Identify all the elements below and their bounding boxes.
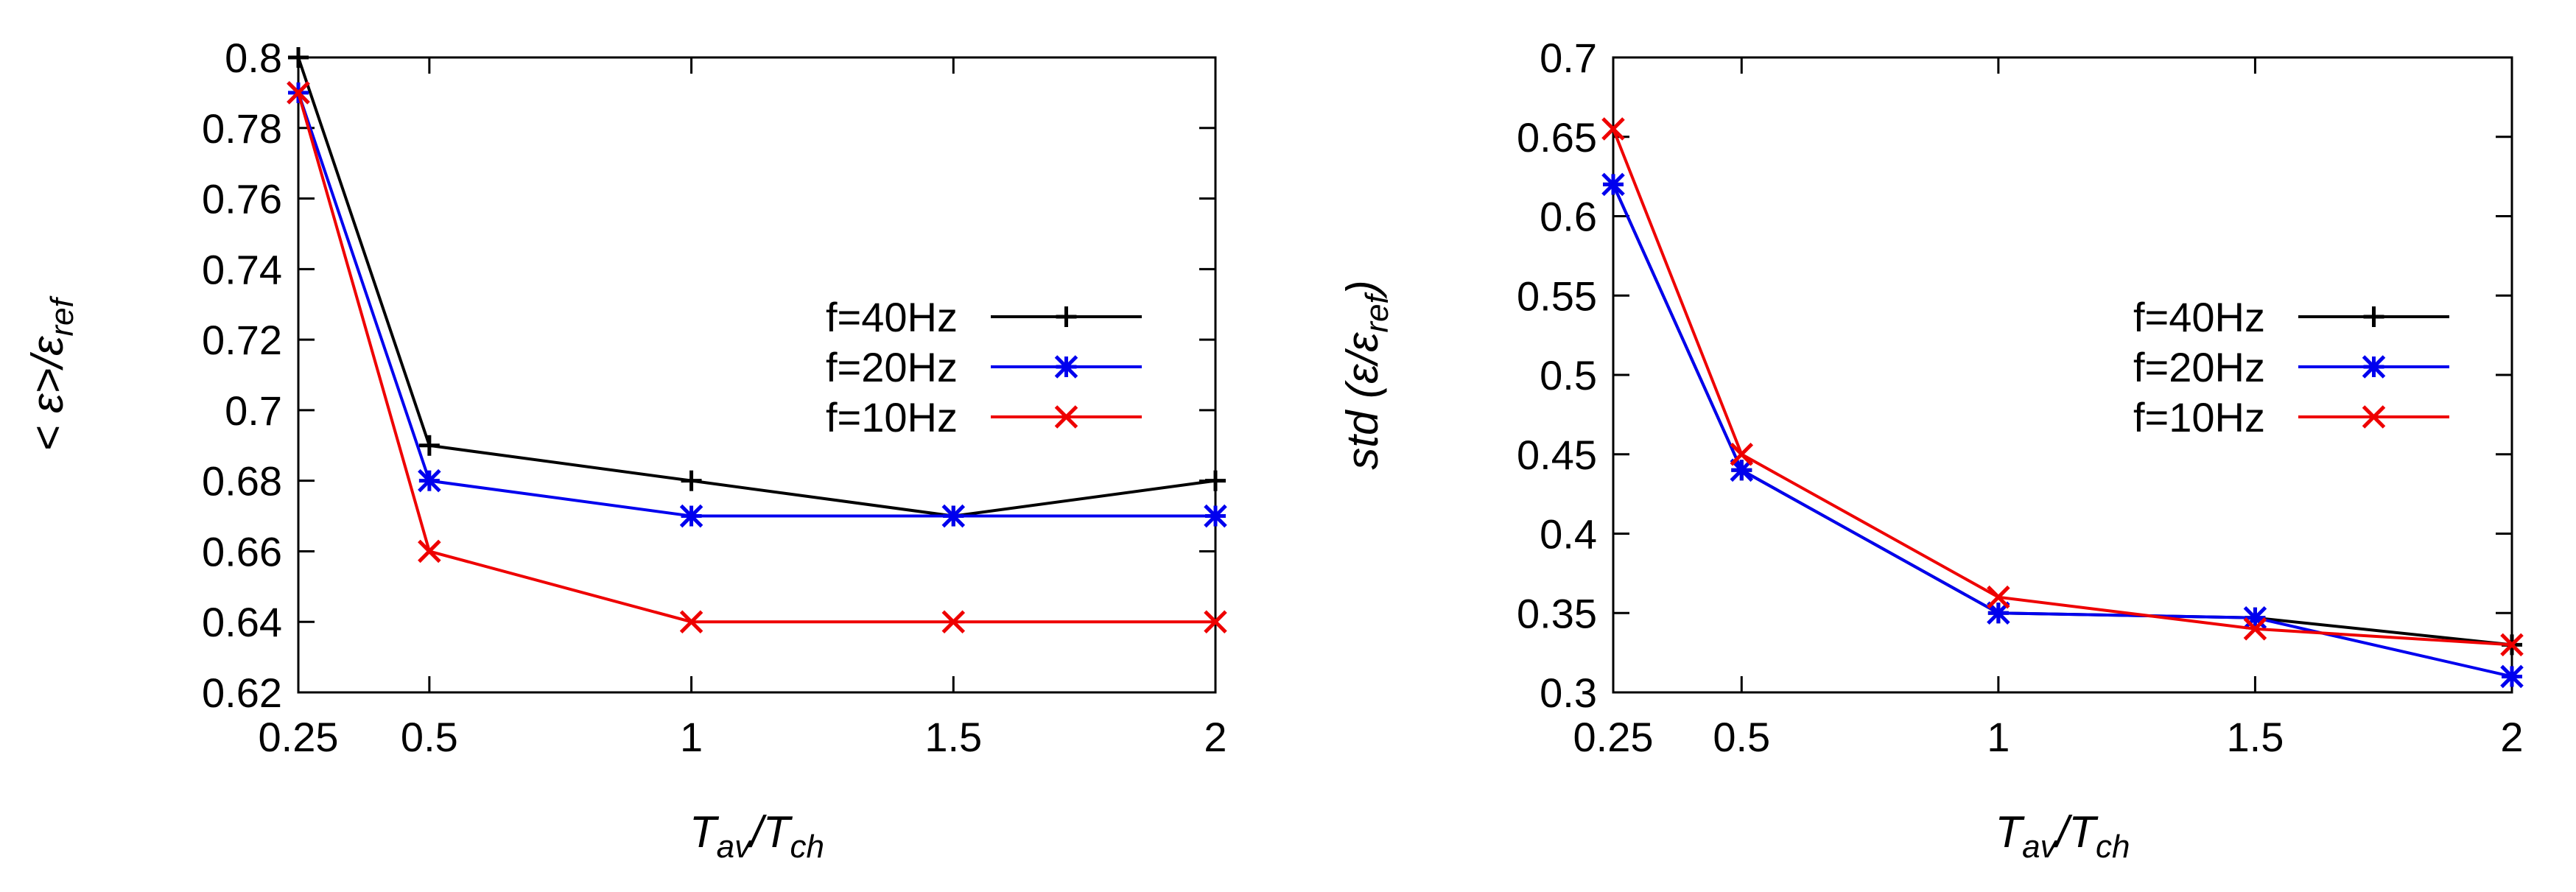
legend-label: f=40Hz: [826, 294, 958, 340]
legend-marker: [2363, 306, 2384, 327]
y-tick-label: 0.72: [202, 317, 282, 363]
x-tick-label: 0.25: [259, 714, 339, 760]
data-point-f=10Hz: [679, 610, 703, 633]
y-tick-label: 0.8: [225, 35, 282, 81]
y-tick-label: 0.78: [202, 105, 282, 152]
x-tick-label: 1.5: [924, 714, 982, 760]
data-point-f=10Hz: [1987, 585, 2010, 609]
legend-label: f=10Hz: [826, 394, 958, 440]
plot-frame: [1612, 56, 2513, 694]
y-tick-label: 0.7: [225, 387, 282, 434]
x-tick-label: 0.5: [401, 714, 458, 760]
data-point-f=40Hz: [1205, 470, 1226, 491]
data-point-f=10Hz: [941, 610, 966, 633]
legend-label: f=20Hz: [2133, 344, 2265, 390]
legend-label: f=10Hz: [2133, 394, 2265, 440]
data-point-f=10Hz: [418, 539, 441, 563]
y-tick-label: 0.76: [202, 176, 282, 222]
y-tick-label: 0.64: [202, 599, 282, 645]
y-tick-label: 0.5: [1540, 352, 1597, 398]
legend-label: f=20Hz: [826, 344, 958, 390]
x-axis-title: Tav/Tch: [1996, 807, 2130, 865]
data-point-f=20Hz: [941, 504, 966, 528]
legend-marker: [2362, 405, 2386, 429]
data-point-f=10Hz: [2500, 633, 2524, 657]
data-point-f=20Hz: [679, 504, 703, 528]
data-point-f=20Hz: [2500, 664, 2524, 689]
data-point-f=20Hz: [1601, 172, 1625, 197]
y-axis-title: std (ε/εref): [1338, 280, 1395, 469]
x-tick-label: 2: [1204, 714, 1226, 760]
data-point-f=40Hz: [681, 470, 702, 491]
series-line-f=10Hz: [1612, 128, 2513, 647]
y-tick-label: 0.62: [202, 670, 282, 716]
data-point-f=40Hz: [288, 47, 309, 68]
data-point-f=10Hz: [1204, 610, 1227, 633]
x-axis-title: Tav/Tch: [689, 807, 824, 865]
plot-frame: [297, 56, 1217, 694]
series-line-f=20Hz: [297, 92, 1215, 518]
y-tick-label: 0.66: [202, 528, 282, 575]
y-tick-label: 0.3: [1540, 670, 1597, 716]
data-point-f=20Hz: [2243, 605, 2267, 630]
legend-marker: [1054, 405, 1078, 429]
y-tick-label: 0.6: [1540, 194, 1597, 240]
legend-label: f=40Hz: [2133, 294, 2265, 340]
x-tick-label: 1: [1987, 714, 2010, 760]
y-tick-label: 0.68: [202, 458, 282, 505]
legend-marker: [1054, 355, 1078, 379]
legend-marker: [1056, 306, 1077, 327]
series-line-f=20Hz: [1612, 183, 2513, 678]
data-point-f=10Hz: [1601, 117, 1625, 141]
x-tick-label: 2: [2500, 714, 2523, 760]
x-tick-label: 1.5: [2226, 714, 2284, 760]
y-axis-title: < ε>/εref: [23, 295, 80, 451]
data-point-f=40Hz: [418, 435, 440, 456]
data-point-f=10Hz: [2243, 617, 2267, 641]
data-point-f=20Hz: [418, 468, 441, 493]
y-tick-label: 0.45: [1517, 432, 1597, 478]
data-point-f=20Hz: [1204, 504, 1227, 528]
y-tick-label: 0.65: [1517, 114, 1597, 161]
legend-marker: [2362, 355, 2386, 379]
y-tick-label: 0.4: [1540, 511, 1597, 558]
data-point-f=10Hz: [287, 81, 310, 105]
y-tick-label: 0.55: [1517, 273, 1597, 319]
x-tick-label: 0.5: [1713, 714, 1770, 760]
x-tick-label: 1: [680, 714, 703, 760]
y-tick-label: 0.7: [1540, 35, 1597, 81]
x-tick-label: 0.25: [1573, 714, 1654, 760]
left-chart: 0.62 0.64 0.66 0.68 0.7 0.72 0.74 0.76 0.78 0.8 0.…: [23, 35, 1227, 865]
y-tick-label: 0.74: [202, 246, 282, 292]
y-tick-label: 0.35: [1517, 590, 1597, 636]
data-point-f=10Hz: [1730, 442, 1754, 466]
right-chart: 0.3 0.35 0.4 0.45 0.5 0.55 0.6 0.65 0.7 0.25 0.5 1 1…: [1338, 35, 2524, 865]
